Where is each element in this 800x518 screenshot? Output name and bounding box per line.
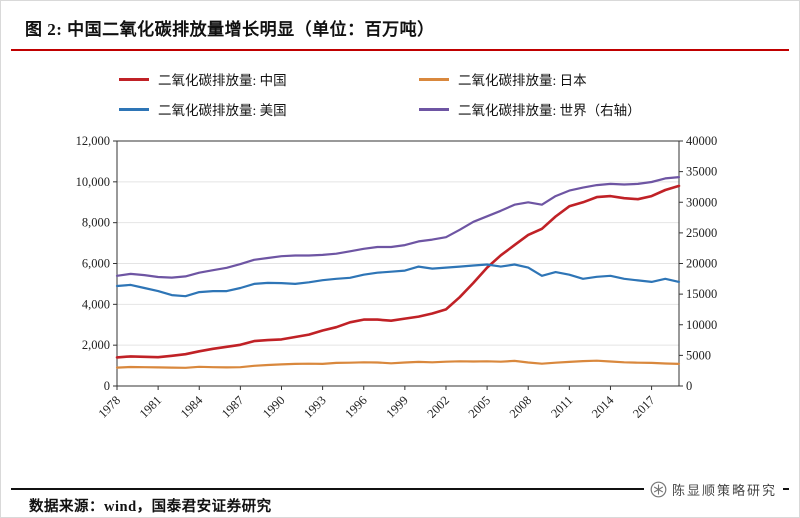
svg-text:10,000: 10,000	[76, 175, 110, 189]
svg-text:20000: 20000	[686, 257, 717, 271]
legend-label-usa: 二氧化碳排放量: 美国	[158, 103, 287, 118]
svg-text:35000: 35000	[686, 165, 717, 179]
svg-text:40000: 40000	[686, 134, 717, 148]
svg-text:1990: 1990	[260, 393, 288, 421]
svg-text:12,000: 12,000	[76, 134, 110, 148]
svg-text:4,000: 4,000	[82, 297, 110, 311]
svg-text:1993: 1993	[301, 393, 329, 421]
figure-title: 图 2: 中国二氧化碳排放量增长明显（单位：百万吨）	[25, 20, 435, 39]
svg-text:2017: 2017	[630, 393, 658, 421]
svg-text:0: 0	[686, 379, 692, 393]
svg-text:6,000: 6,000	[82, 257, 110, 271]
svg-text:30000: 30000	[686, 195, 717, 209]
legend-swatch-japan	[419, 77, 449, 81]
co2-line-chart-svg: 0 2,000 4,000 6,000 8,000 10,000 12,000 0 5000 10…	[76, 134, 718, 421]
svg-text:1984: 1984	[178, 393, 206, 421]
co2-line-chart: 0 2,000 4,000 6,000 8,000 10,000 12,000 0 5000 10…	[29, 131, 799, 471]
legend-swatch-china	[119, 77, 149, 81]
svg-text:2008: 2008	[507, 393, 535, 421]
svg-text:2002: 2002	[425, 393, 453, 421]
svg-text:2014: 2014	[589, 393, 617, 421]
svg-text:10000: 10000	[686, 318, 717, 332]
svg-text:1978: 1978	[96, 393, 124, 421]
footer-divider-rule	[11, 488, 789, 490]
watermark: 陈显顺策略研究	[643, 478, 783, 501]
svg-text:2,000: 2,000	[82, 338, 110, 352]
watermark-text: 陈显顺策略研究	[671, 483, 777, 498]
legend-label-world: 二氧化碳排放量: 世界（右轴）	[458, 103, 641, 118]
legend-label-china: 二氧化碳排放量: 中国	[158, 73, 287, 88]
chart-legend: 二氧化碳排放量: 中国 二氧化碳排放量: 日本 二氧化碳排放量: 美国 二氧化碳…	[119, 69, 799, 119]
title-divider-rule	[11, 49, 789, 51]
legend-label-japan: 二氧化碳排放量: 日本	[458, 73, 587, 88]
svg-text:8,000: 8,000	[82, 216, 110, 230]
svg-text:1987: 1987	[219, 393, 247, 421]
watermark-logo-icon	[650, 481, 667, 498]
legend-item-world: 二氧化碳排放量: 世界（右轴）	[419, 99, 719, 119]
legend-item-japan: 二氧化碳排放量: 日本	[419, 69, 719, 89]
legend-item-china: 二氧化碳排放量: 中国	[119, 69, 419, 89]
svg-text:2005: 2005	[466, 393, 494, 421]
svg-text:2011: 2011	[548, 393, 575, 420]
legend-item-usa: 二氧化碳排放量: 美国	[119, 99, 419, 119]
svg-text:5000: 5000	[686, 348, 711, 362]
svg-text:1999: 1999	[383, 393, 411, 421]
legend-swatch-world	[419, 107, 449, 111]
legend-swatch-usa	[119, 107, 149, 111]
svg-text:15000: 15000	[686, 287, 717, 301]
svg-text:1996: 1996	[342, 393, 370, 421]
svg-text:1981: 1981	[137, 393, 165, 421]
svg-text:0: 0	[104, 379, 110, 393]
svg-text:25000: 25000	[686, 226, 717, 240]
data-source-note: 数据来源：wind，国泰君安证券研究	[29, 499, 272, 515]
